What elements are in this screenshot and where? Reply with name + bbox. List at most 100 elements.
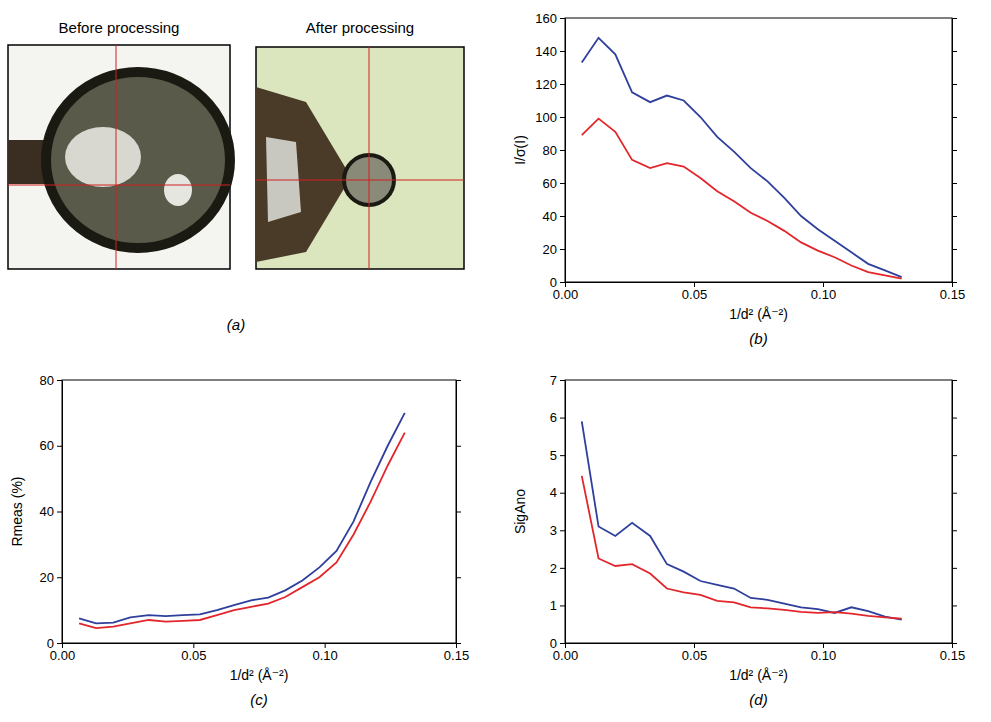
tick-label: 100 [535, 110, 557, 125]
tick: 7 [550, 373, 565, 388]
tick-label: 0.05 [682, 287, 707, 302]
tick: 2 [550, 561, 565, 576]
panel-label: (a) [227, 316, 245, 333]
tick: 3 [550, 523, 565, 538]
tick-label: 0.15 [940, 648, 965, 663]
tick-mark [560, 493, 565, 494]
tick-mark [952, 51, 957, 52]
tick [952, 216, 957, 217]
tick: 0.05 [181, 643, 206, 663]
axis-line [565, 19, 566, 283]
axis-line [952, 381, 953, 644]
y-axis-title: Rmeas (%) [9, 476, 25, 546]
tick: 20 [543, 242, 565, 257]
tick-mark [952, 493, 957, 494]
tick-mark [560, 216, 565, 217]
panel-label: (c) [250, 691, 268, 708]
tick-label: 0.05 [181, 648, 206, 663]
tick-label: 5 [550, 448, 557, 463]
chart-panel: 0.000.050.100.150204060801001201401601/d… [512, 11, 965, 347]
tick-mark [560, 568, 565, 569]
tick [952, 455, 957, 456]
tick-mark [952, 216, 957, 217]
tick-label: 80 [543, 143, 557, 158]
series-line [582, 476, 902, 619]
tick-mark [952, 249, 957, 250]
lines [582, 421, 902, 619]
tick [952, 51, 957, 52]
tick-mark [57, 446, 62, 447]
x-axis: 0.000.050.100.15 [553, 643, 965, 663]
tick-label: 60 [543, 176, 557, 191]
tick: 0.10 [313, 643, 338, 663]
tick-label: 40 [40, 504, 54, 519]
tick: 60 [543, 176, 565, 191]
tick-label: 6 [550, 410, 557, 425]
tick-mark [560, 418, 565, 419]
tick-mark [952, 183, 957, 184]
tick [952, 183, 957, 184]
tick-mark [952, 150, 957, 151]
tick-mark [560, 249, 565, 250]
panel-label: (d) [749, 691, 767, 708]
tick: 0.15 [444, 643, 469, 663]
series-line [79, 433, 405, 629]
tick-label: 140 [535, 44, 557, 59]
tick-label: 20 [40, 570, 54, 585]
tick [952, 530, 957, 531]
tick [456, 512, 461, 513]
tick: 0.15 [940, 282, 965, 302]
series-line [79, 413, 405, 623]
x-axis-title: 1/d² (Å⁻²) [729, 667, 788, 683]
tick: 0.10 [811, 282, 836, 302]
y-axis-title: SigAno [512, 489, 528, 534]
tick-label: 120 [535, 77, 557, 92]
tick [456, 577, 461, 578]
tick: 0.05 [682, 282, 707, 302]
tick-mark [952, 605, 957, 606]
tick-mark [952, 282, 957, 283]
y-axis: 020406080 [40, 373, 63, 651]
chart-panel: 0.000.050.100.150204060801/d² (Å⁻²)Rmeas… [9, 373, 469, 708]
tick-label: 160 [535, 11, 557, 26]
y-axis-right [952, 381, 957, 644]
tick: 0 [550, 636, 565, 651]
photo [256, 47, 464, 269]
tick-mark [456, 577, 461, 578]
tick-mark [560, 455, 565, 456]
tick-label: 0.10 [811, 648, 836, 663]
photo [8, 45, 230, 269]
tick-mark [560, 51, 565, 52]
tick [952, 380, 957, 381]
tick-mark [57, 380, 62, 381]
tick-mark [560, 282, 565, 283]
tick-mark [952, 568, 957, 569]
tick-mark [560, 605, 565, 606]
tick: 140 [535, 44, 565, 59]
tick-label: 0 [550, 636, 557, 651]
tick: 60 [40, 438, 62, 453]
tick-mark [560, 183, 565, 184]
tick-mark [560, 643, 565, 644]
tick-mark [560, 18, 565, 19]
x-axis-title: 1/d² (Å⁻²) [729, 306, 788, 322]
tick-mark [560, 530, 565, 531]
tick: 160 [535, 11, 565, 26]
lines [79, 413, 405, 628]
x-axis: 0.000.050.100.15 [50, 643, 469, 663]
axis-line [62, 381, 63, 644]
plot-frame [565, 380, 952, 643]
tick [952, 605, 957, 606]
tick: 80 [543, 143, 565, 158]
tick-label: 7 [550, 373, 557, 388]
x-axis-title: 1/d² (Å⁻²) [230, 667, 289, 683]
tick: 0.15 [940, 643, 965, 663]
tick-mark [560, 380, 565, 381]
panel-label: (b) [749, 330, 767, 347]
tick-label: 40 [543, 209, 557, 224]
axis-line [566, 643, 953, 644]
tick-label: 60 [40, 438, 54, 453]
plot-frame [62, 380, 456, 643]
tick: 40 [543, 209, 565, 224]
tick-mark [456, 380, 461, 381]
